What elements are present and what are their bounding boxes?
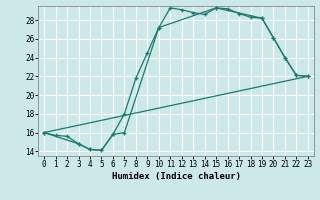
X-axis label: Humidex (Indice chaleur): Humidex (Indice chaleur) [111,172,241,181]
